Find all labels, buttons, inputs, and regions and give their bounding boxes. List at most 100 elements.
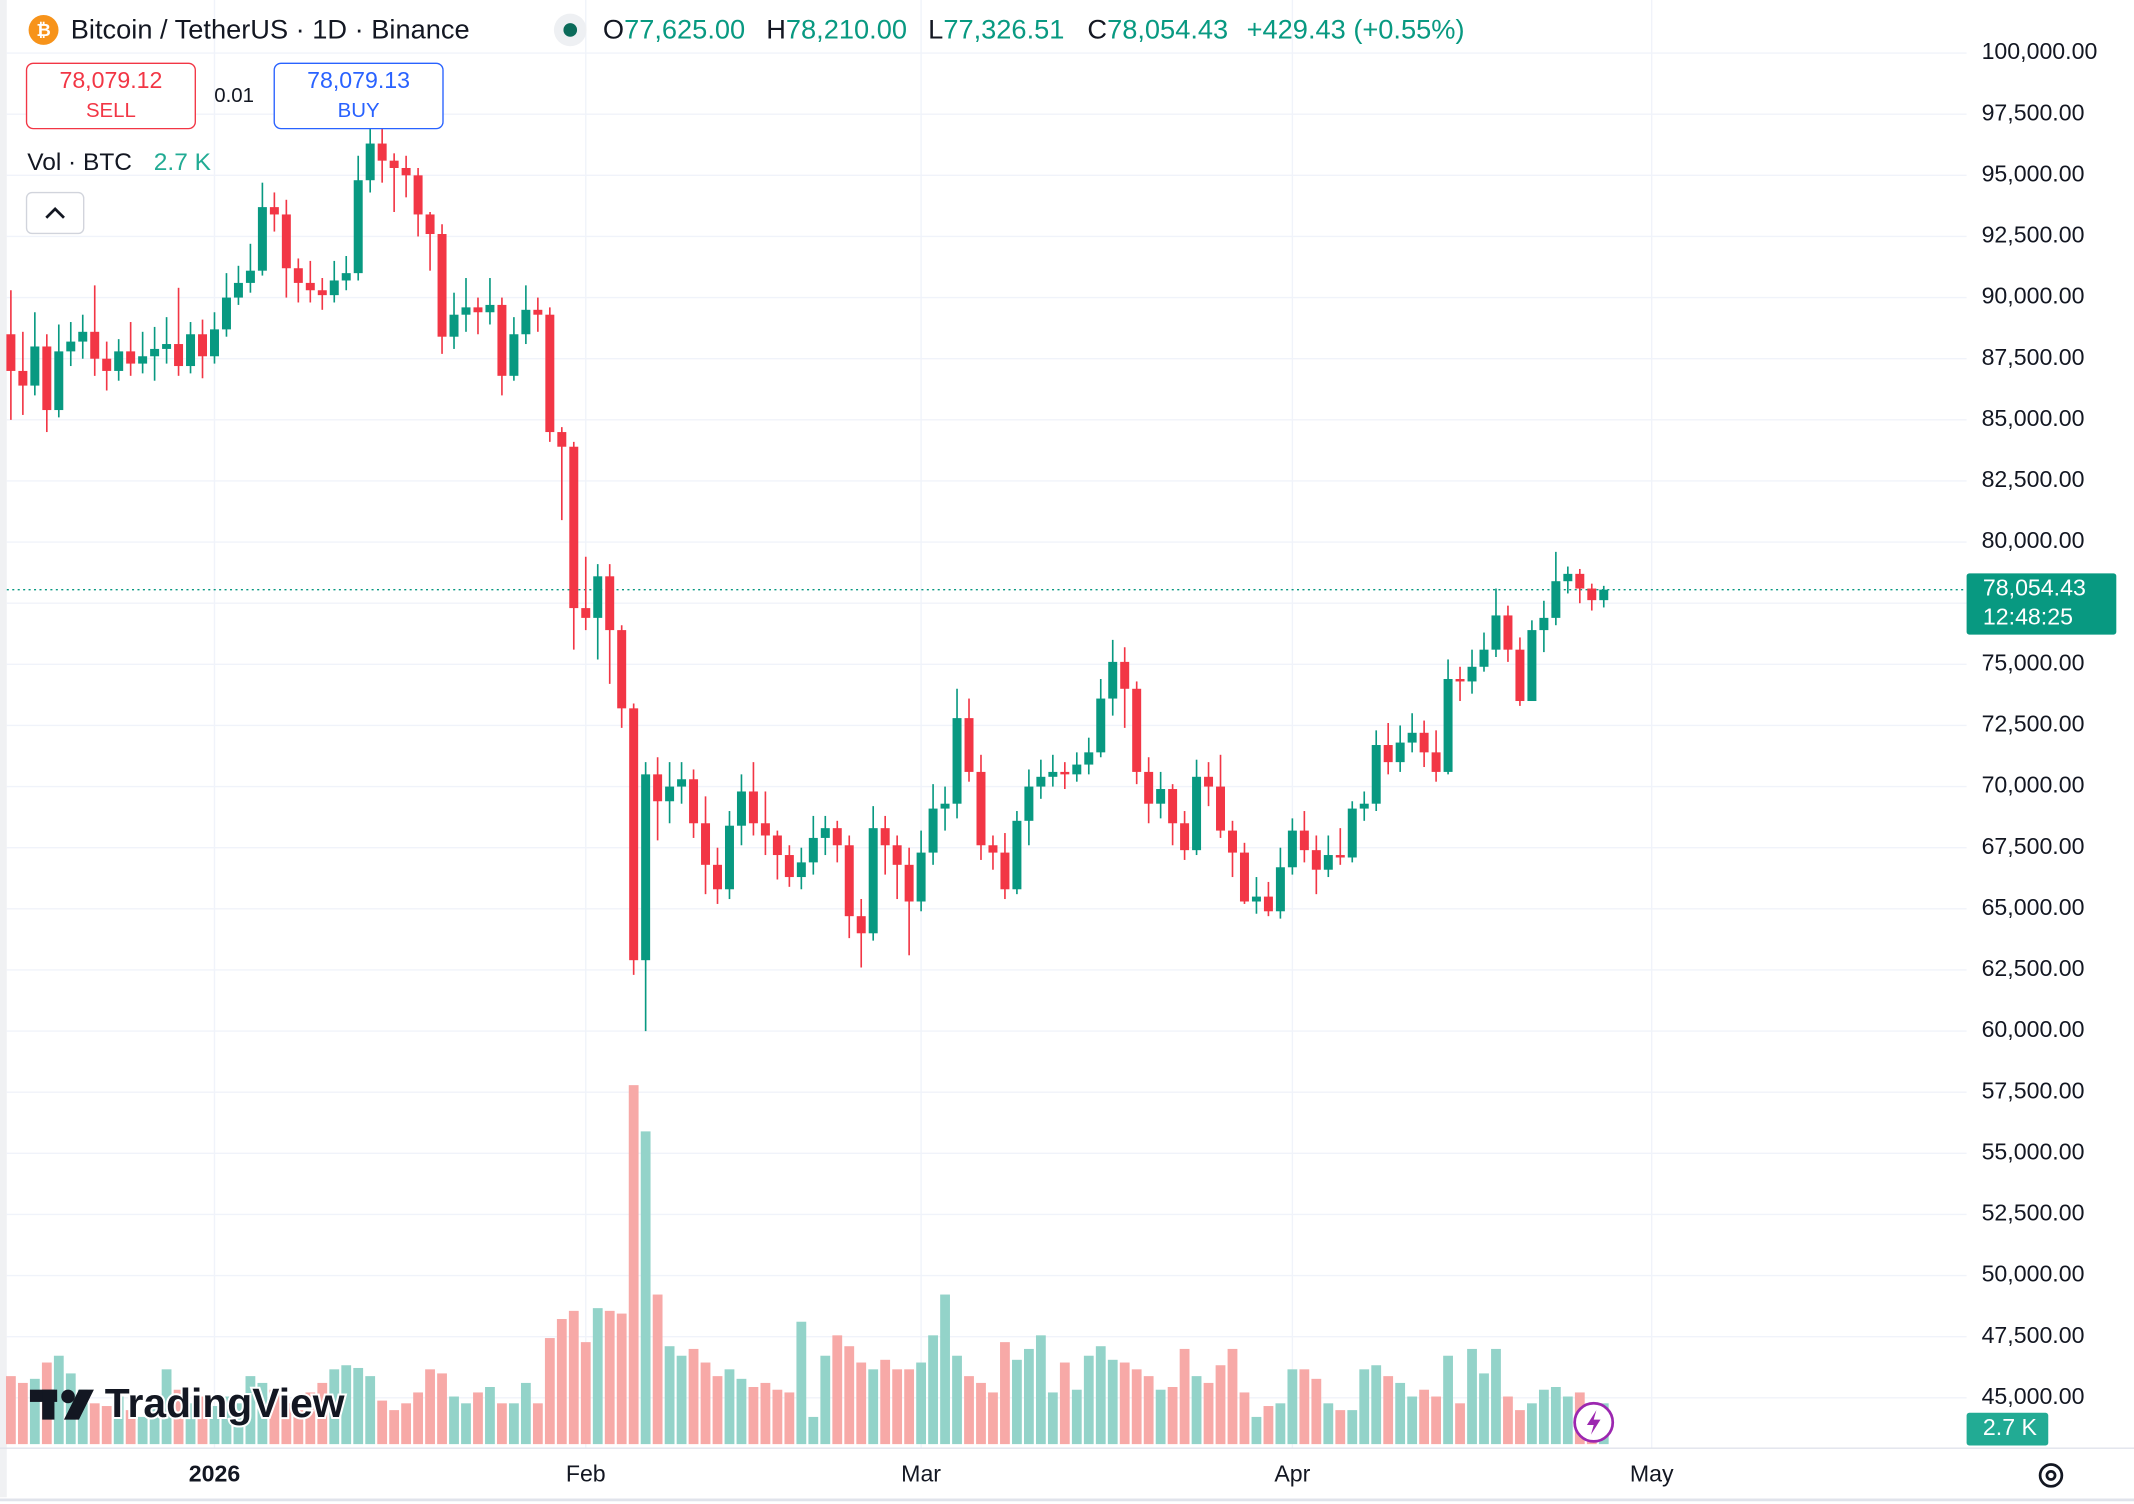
volume-bar <box>1371 1365 1382 1445</box>
candle-body <box>497 304 507 376</box>
candle-body <box>605 576 615 631</box>
last-price: 78,054.43 12:48:25 <box>1966 573 2117 635</box>
ohlc-value: 77,625.00 <box>624 13 745 44</box>
volume-bar <box>1455 1403 1465 1445</box>
collapse-button[interactable] <box>25 191 85 235</box>
volume-bar <box>784 1392 795 1445</box>
volume-bar <box>1491 1348 1501 1445</box>
candle-body <box>724 825 734 890</box>
volume-bar <box>1323 1403 1334 1445</box>
volume-bar <box>269 1389 280 1445</box>
candle-body <box>1108 661 1118 699</box>
settings-button[interactable] <box>2038 1463 2064 1488</box>
volume-bar <box>1012 1359 1022 1445</box>
volume-bar <box>1083 1355 1094 1445</box>
volume-bar <box>604 1310 615 1445</box>
volume-bar <box>712 1376 723 1445</box>
candle-body <box>1180 823 1190 851</box>
volume-bar <box>1479 1373 1489 1445</box>
volume-bar <box>1395 1382 1406 1445</box>
candle-body <box>1156 789 1166 804</box>
candle-body <box>760 823 770 836</box>
ohlc-key: L <box>928 13 943 44</box>
volume-bar <box>1550 1387 1561 1445</box>
sell-button[interactable] <box>25 62 196 130</box>
volume-bar <box>592 1308 603 1445</box>
x-tick-label: Feb <box>566 1461 606 1487</box>
candle-body <box>1479 649 1489 667</box>
logo-shape <box>61 1389 75 1404</box>
candle-body <box>209 329 219 357</box>
logo[interactable]: TradingView <box>29 1378 347 1428</box>
candle-body <box>114 351 124 371</box>
candle-body <box>461 307 471 315</box>
volume-bar <box>820 1355 831 1445</box>
candle-body <box>1527 630 1537 702</box>
candle-body <box>713 864 722 890</box>
y-tick-label: 92,500.00 <box>1982 222 2085 248</box>
volume-bar <box>1311 1378 1322 1445</box>
candle-body <box>449 314 459 337</box>
watermark: TradingView <box>105 1380 345 1426</box>
candle-body <box>186 334 196 367</box>
candle-body <box>856 916 866 934</box>
volume-bar <box>808 1416 819 1445</box>
symbol-title[interactable]: Bitcoin / TetherUS · 1D · Binance <box>71 13 470 44</box>
candle-body <box>1419 732 1429 753</box>
volume-bar <box>1107 1359 1118 1445</box>
volume-bar <box>449 1396 459 1445</box>
volume-bar <box>676 1355 687 1445</box>
volume-bar <box>1263 1406 1274 1445</box>
candle-body <box>1228 830 1237 853</box>
candle-body <box>1072 764 1082 775</box>
change: +429.43 (+0.55%) <box>1247 13 1465 44</box>
y-tick-label: 65,000.00 <box>1982 894 2085 920</box>
volume-bar <box>1155 1389 1166 1445</box>
volume-bar <box>1095 1346 1106 1445</box>
ohlc-key: O <box>603 13 624 44</box>
volume-bar <box>1000 1342 1010 1445</box>
volume-bar <box>149 1403 160 1445</box>
candle-body <box>1467 666 1477 682</box>
time-axis: 2026 Feb Mar Apr May <box>189 1461 1674 1487</box>
candle-body <box>1144 771 1154 804</box>
volume-bars <box>5 1085 1609 1445</box>
y-tick-label: 87,500.00 <box>1982 344 2085 370</box>
volume-bar <box>700 1362 711 1445</box>
volume-bar <box>1287 1369 1298 1445</box>
volume-bar <box>305 1392 316 1445</box>
settings-icon <box>2045 1469 2057 1481</box>
candle-body <box>485 304 495 313</box>
candle-body <box>162 344 172 349</box>
volume-bar <box>233 1403 244 1445</box>
candle-body <box>1335 855 1345 858</box>
y-tick-label: 80,000.00 <box>1982 527 2085 553</box>
volume-bar <box>1299 1369 1310 1445</box>
volume-bar <box>1431 1396 1441 1445</box>
y-tick-label: 85,000.00 <box>1982 405 2085 431</box>
candle-body <box>665 786 675 802</box>
volume-bar <box>257 1382 268 1445</box>
candle-body <box>940 803 950 809</box>
volume-bar <box>568 1310 579 1445</box>
candle-body <box>90 331 100 359</box>
candle-body <box>641 774 651 961</box>
candle-body <box>1347 808 1357 858</box>
last-price-label: 78,054.43 <box>1983 575 2086 601</box>
logo-shape <box>42 1389 55 1420</box>
candle-body <box>377 143 387 161</box>
candle-body <box>677 779 687 787</box>
buy-button[interactable] <box>273 62 444 130</box>
volume-bar <box>1119 1362 1130 1445</box>
ohlc-value: 78,210.00 <box>786 13 907 44</box>
candle-body <box>353 180 363 274</box>
volume-bar <box>5 1376 16 1445</box>
volume-bar <box>437 1373 447 1445</box>
volume-bar <box>413 1392 423 1445</box>
candle-body <box>365 143 375 181</box>
x-tick-label: 2026 <box>189 1461 241 1487</box>
candle-body <box>904 864 914 902</box>
volume-bar <box>245 1376 256 1445</box>
candle-body <box>1383 745 1393 763</box>
